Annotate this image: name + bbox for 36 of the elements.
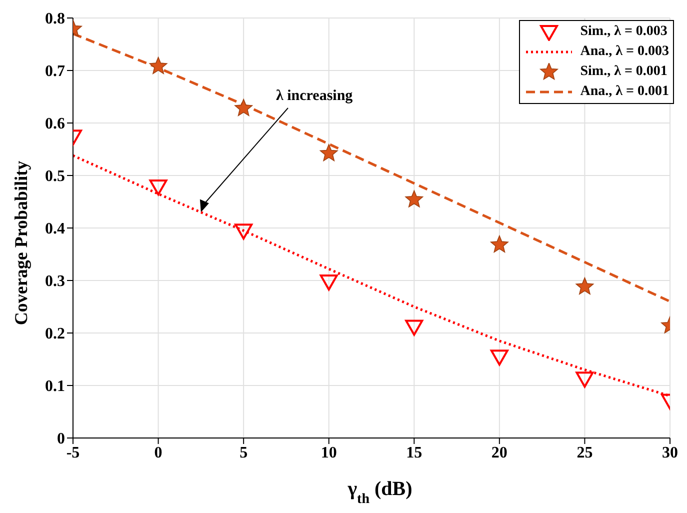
y-axis-title: Coverage Probability bbox=[11, 160, 31, 326]
legend-label: Ana., λ = 0.001 bbox=[580, 84, 669, 100]
x-tick-label: 10 bbox=[320, 444, 337, 462]
point bbox=[149, 56, 168, 74]
point bbox=[320, 144, 338, 162]
point bbox=[234, 224, 253, 240]
legend-label: Ana., λ = 0.003 bbox=[580, 44, 669, 60]
y-tick-label: 0.2 bbox=[45, 326, 65, 343]
y-tick-label: 0.5 bbox=[45, 168, 65, 186]
point bbox=[576, 277, 594, 294]
y-tick-label: 0.1 bbox=[45, 378, 65, 396]
y-tick-label: 0.6 bbox=[45, 116, 65, 133]
point bbox=[490, 350, 508, 366]
legend-label: Sim., λ = 0.001 bbox=[580, 64, 668, 80]
point bbox=[149, 180, 168, 196]
point bbox=[490, 235, 508, 252]
annotation: λ increasing bbox=[276, 88, 354, 104]
x-tick-label: 25 bbox=[576, 444, 593, 462]
point bbox=[576, 372, 594, 388]
point bbox=[320, 274, 338, 291]
y-tick-label: 0.8 bbox=[45, 10, 65, 28]
y-tick-label: 0.4 bbox=[45, 220, 65, 238]
y-tick-label: 0.3 bbox=[45, 273, 65, 290]
x-tick-label: 0 bbox=[154, 444, 162, 462]
x-tick-label: 20 bbox=[491, 444, 508, 462]
y-tick-label: 0 bbox=[57, 430, 65, 448]
x-tick-label: 15 bbox=[406, 444, 422, 462]
x-tick-label: -5 bbox=[66, 444, 80, 462]
point bbox=[234, 98, 253, 116]
point bbox=[405, 190, 424, 208]
x-tick-label: 30 bbox=[662, 444, 678, 462]
legend-label: Sim., λ = 0.003 bbox=[580, 24, 668, 40]
x-axis-title: γ$_{th}$ (dB) bbox=[346, 478, 412, 506]
x-tick-label: 5 bbox=[240, 444, 248, 462]
y-tick-label: 0.7 bbox=[45, 63, 65, 80]
point bbox=[405, 320, 424, 336]
